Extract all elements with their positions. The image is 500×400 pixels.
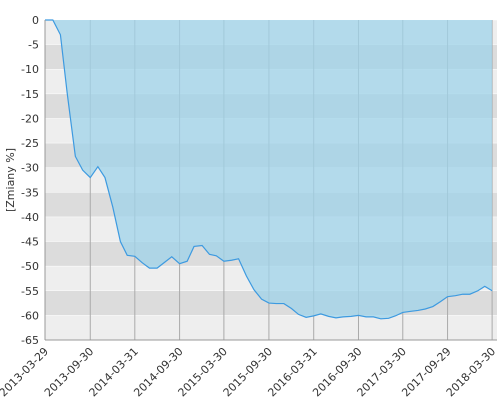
area (45, 20, 493, 319)
y-tick-label: -45 (21, 236, 39, 249)
y-tick-label: -15 (21, 88, 39, 101)
y-tick-label: 0 (32, 14, 39, 27)
y-tick-label: -35 (21, 186, 39, 199)
y-tick-label: -50 (21, 260, 39, 273)
y-tick-label: -20 (21, 112, 39, 125)
y-axis-label: [Zmiany %] (4, 148, 17, 212)
line (45, 19, 493, 320)
y-tick-label: -25 (21, 137, 39, 150)
y-tick-label: -5 (28, 39, 39, 52)
y-tick-label: -60 (21, 309, 39, 322)
y-tick-label: -10 (21, 63, 39, 76)
y-tick-label: -65 (21, 334, 39, 347)
y-tick-label: -40 (21, 211, 39, 224)
y-tick-label: -30 (21, 162, 39, 175)
background-band (45, 315, 497, 340)
y-tick-label: -55 (21, 285, 39, 298)
